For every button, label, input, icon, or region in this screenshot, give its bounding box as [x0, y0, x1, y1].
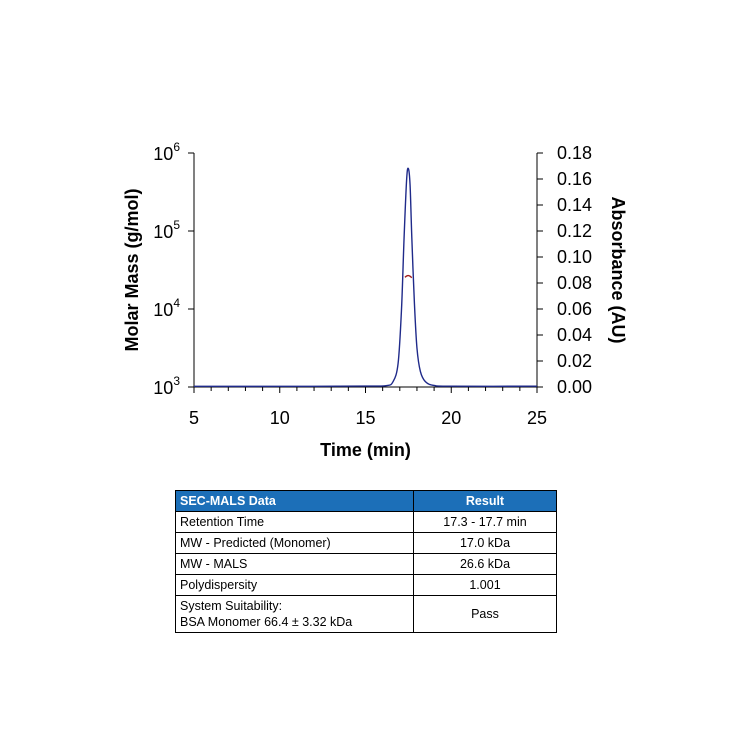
- bsa-monomer-label: BSA Monomer 66.4 ± 3.32 kDa: [180, 615, 353, 629]
- table-row: Retention Time 17.3 - 17.7 min: [175, 511, 557, 533]
- right-tick-label: 0.14: [557, 195, 592, 215]
- row-value: 17.3 - 17.7 min: [413, 511, 557, 533]
- right-tick-label: 0.12: [557, 221, 592, 241]
- right-tick-label: 0.18: [557, 143, 592, 163]
- x-tick-label: 10: [270, 408, 290, 428]
- system-suitability-label: System Suitability:: [180, 599, 283, 613]
- x-tick-label: 25: [527, 408, 547, 428]
- right-tick-label: 0.16: [557, 169, 592, 189]
- row-param: MW - MALS: [175, 553, 414, 575]
- row-param: System Suitability: BSA Monomer 66.4 ± 3…: [175, 595, 414, 633]
- right-tick-label: 0.08: [557, 273, 592, 293]
- row-value: 17.0 kDa: [413, 532, 557, 554]
- table-row: Polydispersity 1.001: [175, 574, 557, 596]
- row-param: Retention Time: [175, 511, 414, 533]
- right-tick-label: 0.10: [557, 247, 592, 267]
- table-row: System Suitability: BSA Monomer 66.4 ± 3…: [175, 595, 557, 633]
- left-tick-label: 106: [153, 140, 180, 164]
- right-tick-label: 0.00: [557, 377, 592, 397]
- table-row: MW - MALS 26.6 kDa: [175, 553, 557, 575]
- x-axis-title: Time (min): [320, 440, 411, 460]
- molar-mass-series-line: [404, 274, 413, 279]
- left-y-axis-title: Molar Mass (g/mol): [122, 188, 142, 351]
- left-tick-label: 105: [153, 218, 180, 242]
- sec-mals-chart: 5 10 15 20 25 103 104 105 106 0.00 0.02 0.04 0.06 0.0…: [122, 140, 628, 460]
- table-row: MW - Predicted (Monomer) 17.0 kDa: [175, 532, 557, 554]
- x-tick-label: 15: [355, 408, 375, 428]
- row-param: MW - Predicted (Monomer): [175, 532, 414, 554]
- right-tick-label: 0.02: [557, 351, 592, 371]
- row-value: Pass: [413, 595, 557, 633]
- left-tick-label: 103: [153, 374, 180, 398]
- left-tick-label: 104: [153, 296, 180, 320]
- right-tick-label: 0.06: [557, 299, 592, 319]
- right-tick-label: 0.04: [557, 325, 592, 345]
- absorbance-series-line: [193, 167, 538, 388]
- right-y-axis-title: Absorbance (AU): [608, 196, 628, 343]
- header-result: Result: [413, 490, 557, 512]
- row-value: 1.001: [413, 574, 557, 596]
- table-header-row: SEC-MALS Data Result: [175, 490, 557, 512]
- x-tick-label: 20: [441, 408, 461, 428]
- x-tick-label: 5: [189, 408, 199, 428]
- header-sec-mals-data: SEC-MALS Data: [175, 490, 414, 512]
- row-value: 26.6 kDa: [413, 553, 557, 575]
- row-param: Polydispersity: [175, 574, 414, 596]
- sec-mals-results-table: SEC-MALS Data Result Retention Time 17.3…: [175, 490, 557, 633]
